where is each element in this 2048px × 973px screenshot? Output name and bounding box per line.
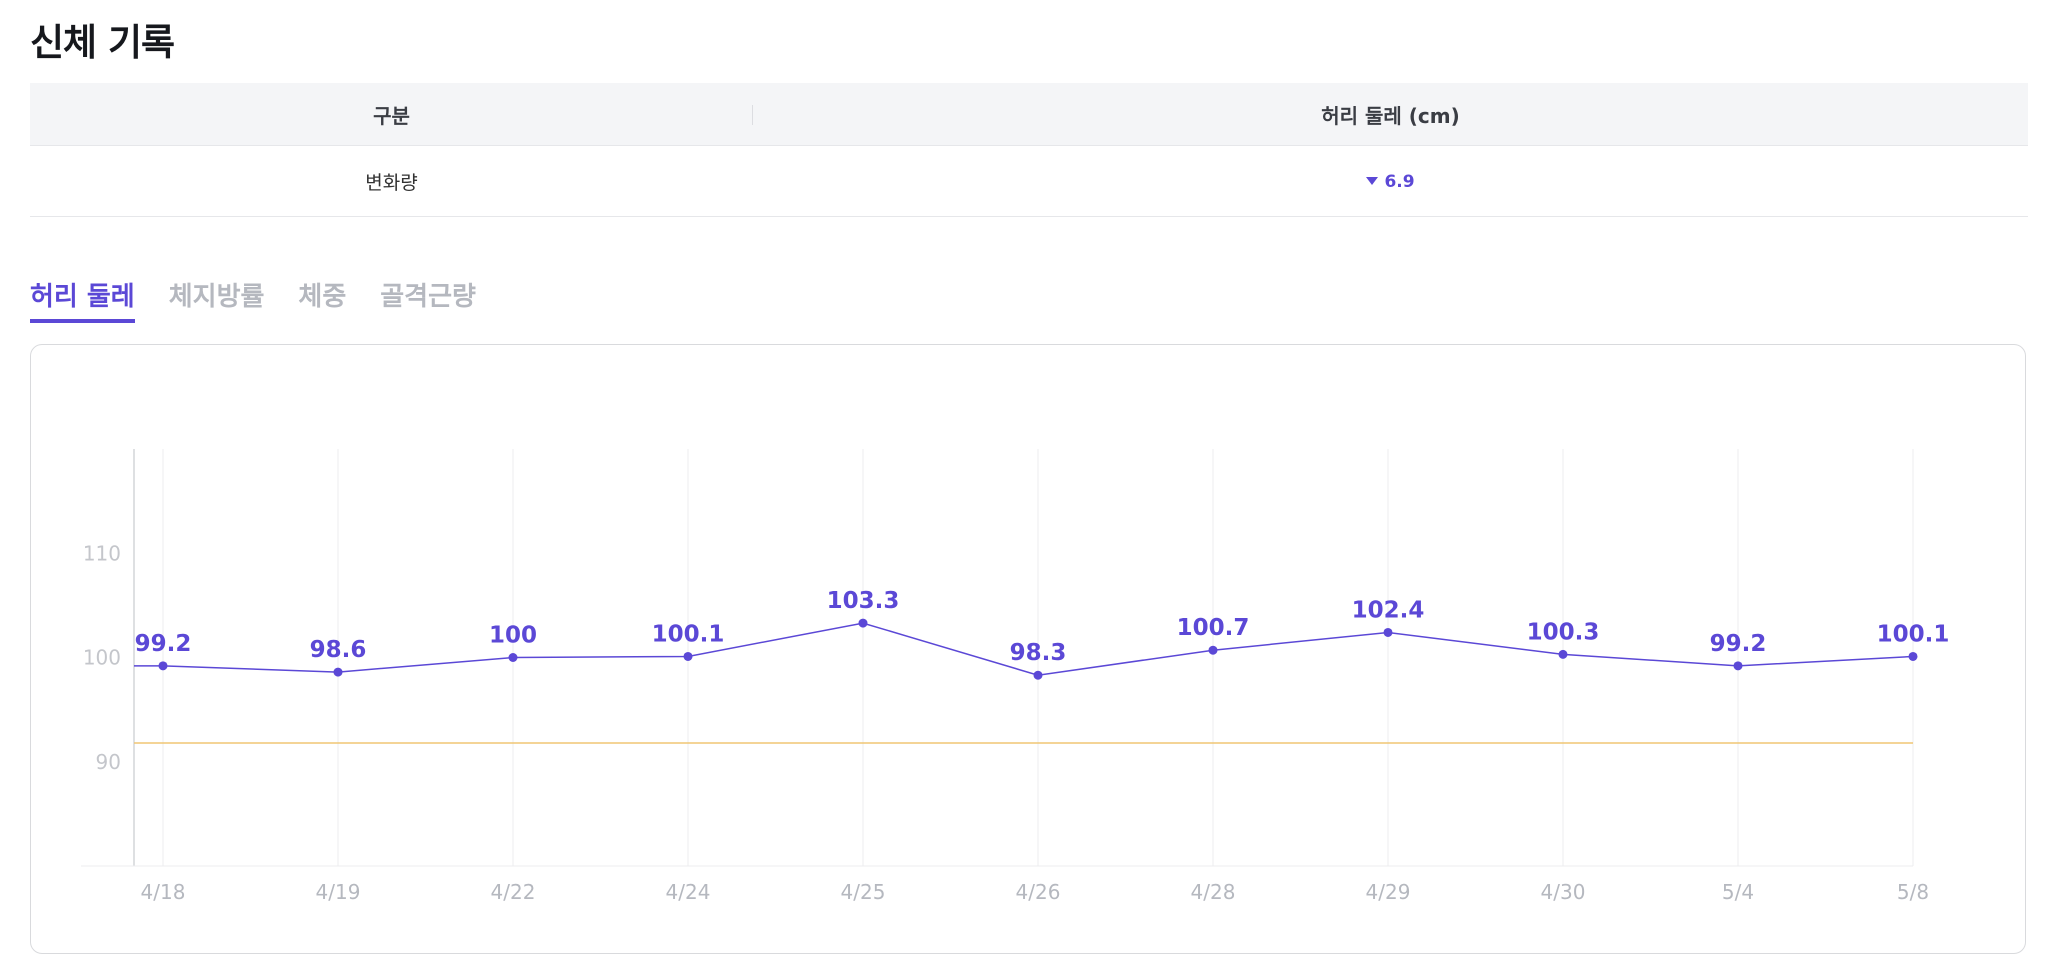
y-tick-label: 90 [96, 750, 121, 774]
data-label: 98.6 [310, 637, 367, 663]
x-tick-label: 4/22 [491, 880, 536, 904]
header-category: 구분 [30, 83, 753, 146]
tab-weight[interactable]: 체중 [298, 282, 347, 312]
data-point [1908, 651, 1918, 661]
waist-line-chart: 110 100 90 99.2 4/18 98.6 4/19 100 4/22 100.1 4/24… [81, 449, 1950, 904]
summary-table: 구분 허리 둘레 (cm) 변화량 6.9 [30, 83, 2028, 217]
series-line [134, 622, 1914, 676]
x-tick-label: 4/29 [1366, 880, 1411, 904]
y-tick-label: 110 [83, 541, 121, 565]
x-tick-label: 4/28 [1191, 880, 1236, 904]
data-label: 98.3 [1010, 640, 1067, 666]
chart-container: 110 100 90 99.2 4/18 98.6 4/19 100 4/22 100.1 4/24… [30, 344, 2026, 954]
data-label: 100 [489, 623, 537, 649]
data-point [1208, 645, 1218, 655]
x-tick-label: 5/8 [1897, 880, 1929, 904]
x-tick-label: 4/24 [666, 880, 711, 904]
data-point [1033, 670, 1043, 680]
x-tick-label: 4/26 [1016, 880, 1061, 904]
data-label: 100.1 [1877, 621, 1950, 647]
data-label: 100.7 [1177, 615, 1250, 641]
x-tick-label: 5/4 [1722, 880, 1754, 904]
metric-tabs: 허리 둘레 체지방률 체중 골격근량 [30, 276, 510, 323]
data-label: 100.3 [1527, 619, 1600, 645]
change-cell: 6.9 [753, 145, 2028, 217]
data-label: 99.2 [1710, 631, 1767, 657]
data-label: 99.2 [135, 631, 192, 657]
tab-waist[interactable]: 허리 둘레 [30, 276, 135, 323]
data-point [1558, 649, 1568, 659]
data-label: 103.3 [827, 588, 900, 614]
data-point [333, 667, 343, 677]
summary-row: 변화량 6.9 [30, 145, 2028, 217]
summary-header-row: 구분 허리 둘레 (cm) [30, 83, 2028, 146]
row-label: 변화량 [30, 145, 753, 217]
x-tick-label: 4/18 [141, 880, 186, 904]
data-point [1733, 661, 1743, 671]
x-tick-label: 4/25 [841, 880, 886, 904]
tab-body-fat[interactable]: 체지방률 [168, 282, 265, 312]
down-arrow-icon [1366, 177, 1379, 185]
data-label: 102.4 [1352, 597, 1425, 623]
data-point [858, 618, 868, 628]
data-label: 100.1 [652, 621, 725, 647]
data-point [1383, 627, 1393, 637]
data-point [158, 661, 168, 671]
header-waist: 허리 둘레 (cm) [753, 83, 2028, 146]
y-tick-label: 100 [83, 646, 121, 670]
x-tick-label: 4/19 [316, 880, 361, 904]
tab-muscle[interactable]: 골격근량 [380, 282, 476, 312]
change-value: 6.9 [1384, 172, 1415, 192]
x-tick-label: 4/30 [1541, 880, 1586, 904]
data-point [683, 651, 693, 661]
page-title: 신체 기록 [30, 21, 175, 64]
data-point [508, 653, 518, 662]
